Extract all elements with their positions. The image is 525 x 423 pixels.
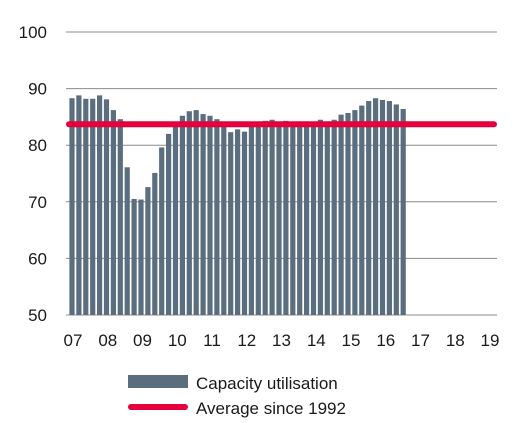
y-axis-ticks: 100 90 80 70 60 50	[19, 23, 47, 325]
bar-16	[172, 124, 179, 315]
x-tick-label-12: 12	[237, 331, 256, 350]
x-tick-label-13: 13	[272, 331, 291, 350]
legend-label-capacity-utilisation: Capacity utilisation	[196, 374, 338, 393]
x-tick-label-10: 10	[168, 331, 187, 350]
bar-45	[373, 98, 379, 315]
bar-46	[379, 99, 386, 315]
legend-swatch-average-since-1992	[128, 404, 188, 410]
bar-30	[269, 119, 275, 315]
bar-32	[283, 120, 289, 315]
y-tick-label-60: 60	[28, 249, 47, 268]
bar-9	[124, 167, 130, 315]
bar-31	[276, 121, 282, 316]
bar-39	[331, 119, 337, 315]
bar-35	[304, 121, 310, 316]
bar-13	[152, 172, 158, 315]
bar-11	[138, 199, 144, 315]
bar-2	[76, 95, 82, 315]
bar-47	[386, 101, 392, 315]
x-tick-label-09: 09	[133, 331, 152, 350]
bar-41	[345, 112, 351, 315]
x-tick-label-15: 15	[342, 331, 361, 350]
bar-28	[255, 123, 261, 315]
bar-8	[117, 119, 123, 315]
legend-label-average-since-1992: Average since 1992	[196, 399, 346, 418]
bar-19	[193, 110, 199, 315]
bar-44	[366, 101, 372, 315]
bar-36	[310, 122, 317, 315]
y-tick-label-70: 70	[28, 193, 47, 212]
bar-24	[228, 132, 234, 315]
bar-20	[200, 114, 206, 315]
bar-40	[338, 114, 344, 315]
bar-17	[179, 115, 185, 316]
bar-34	[297, 121, 303, 316]
bar-23	[221, 122, 227, 315]
x-axis-ticks: 07 08 09 10 11 12 13 14 15 16 17 18 19	[64, 331, 500, 350]
bar-4	[90, 98, 96, 315]
x-tick-label-07: 07	[64, 331, 83, 350]
bar-26	[241, 131, 248, 315]
bar-21	[207, 115, 213, 316]
bar-7	[110, 110, 116, 315]
bar-38	[324, 121, 330, 316]
bar-series	[69, 95, 406, 316]
bar-37	[317, 119, 323, 315]
x-tick-label-11: 11	[203, 331, 221, 350]
bar-10	[131, 198, 137, 315]
bar-22	[214, 119, 220, 315]
bar-29	[262, 120, 268, 315]
y-tick-label-100: 100	[19, 23, 47, 42]
bar-27	[248, 125, 254, 316]
bar-18	[186, 111, 192, 316]
bar-15	[166, 133, 172, 315]
bar-25	[235, 129, 241, 315]
bar-48	[393, 104, 399, 315]
y-tick-label-50: 50	[28, 306, 47, 325]
x-tick-label-17: 17	[411, 331, 430, 350]
bar-5	[97, 95, 103, 315]
bar-42	[352, 110, 358, 315]
bar-6	[103, 99, 110, 315]
bar-1	[69, 98, 75, 315]
legend: Capacity utilisation Average since 1992	[128, 374, 346, 418]
x-tick-label-14: 14	[307, 331, 326, 350]
bar-43	[359, 105, 365, 315]
bar-33	[290, 123, 296, 315]
y-tick-label-80: 80	[28, 136, 47, 155]
y-tick-label-90: 90	[28, 80, 47, 99]
bar-3	[83, 98, 89, 315]
x-tick-label-18: 18	[446, 331, 465, 350]
bar-14	[159, 147, 165, 315]
x-tick-label-16: 16	[376, 331, 395, 350]
legend-swatch-capacity-utilisation	[128, 375, 188, 388]
x-tick-label-08: 08	[98, 331, 117, 350]
bar-12	[145, 187, 151, 315]
x-tick-label-19: 19	[481, 331, 500, 350]
bar-49	[400, 108, 406, 315]
